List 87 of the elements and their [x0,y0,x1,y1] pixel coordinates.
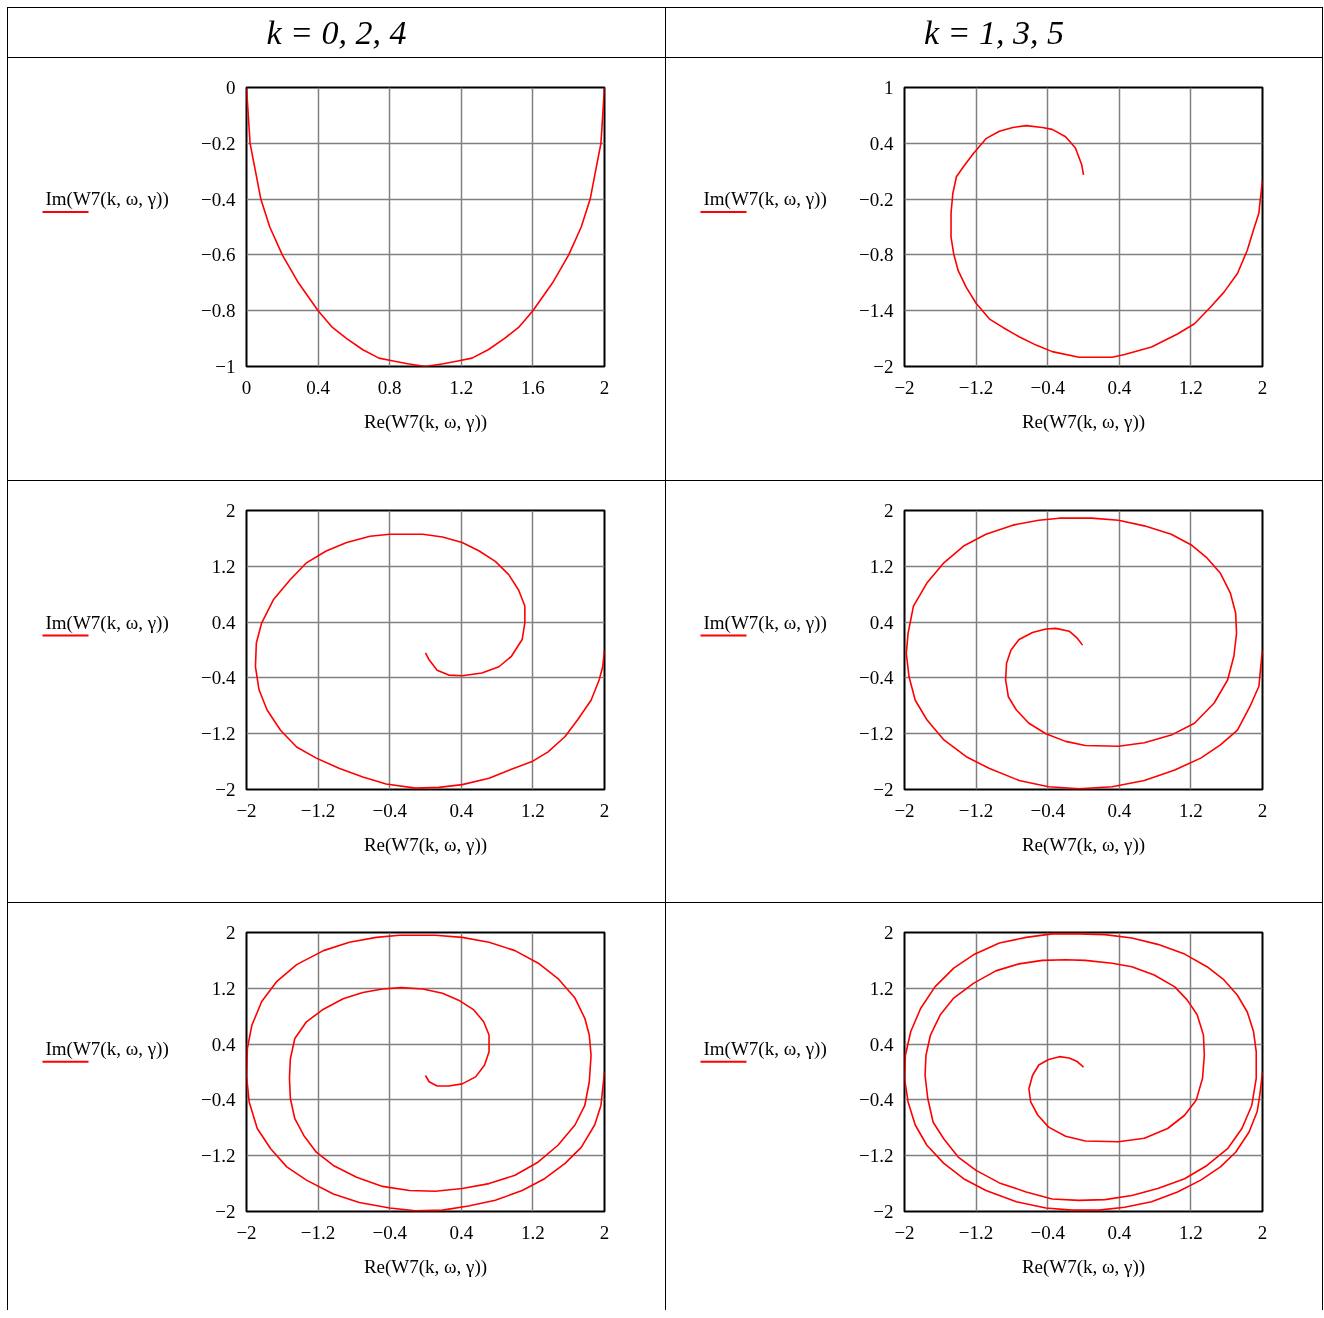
x-tick-label: 0.4 [449,1221,474,1243]
x-tick-label: 0 [241,376,252,398]
x-tick-label: 0.4 [306,376,331,398]
y-tick-label: −1.2 [201,723,236,745]
y-tick-label: 1 [884,77,894,98]
x-tick-label: 0.8 [377,376,402,398]
x-axis-title: Re(W7(k, ω, γ)) [363,410,488,433]
y-tick-label: −0.2 [201,132,236,154]
y-tick-label: −1.4 [859,300,894,322]
y-tick-label: −1.2 [201,1145,236,1167]
y-tick-label: −2 [873,356,894,377]
y-tick-label: 2 [884,922,894,943]
y-tick-label: −0.4 [201,1089,236,1111]
chart-title: k = 0, 2, 4 [266,13,407,53]
y-tick-label: −0.6 [201,244,236,266]
y-tick-label: −2 [873,1201,894,1222]
text: Im(W7(k, ω, γ)) [703,1037,827,1060]
y-tick-label: 0 [226,77,236,98]
x-tick-label: 2 [599,1221,610,1243]
x-tick-label: −1.2 [958,1221,994,1243]
text: Im(W7(k, ω, γ)) [45,1037,169,1060]
y-tick-label: −0.4 [201,667,236,689]
y-tick-label: −1 [215,356,236,377]
x-tick-label: 2 [1257,799,1268,821]
x-tick-label: 2 [1257,1221,1268,1243]
y-tick-label: 2 [226,922,236,943]
x-tick-label: 1.2 [1179,799,1203,821]
line-series [246,87,605,367]
x-tick-label: −1.2 [958,799,994,821]
x-tick-label: −0.4 [372,1221,408,1243]
y-tick-label: 0.4 [869,611,894,633]
line-series [254,533,605,789]
y-tick-label: 1.2 [869,555,894,577]
y-tick-label: 1.2 [211,977,236,999]
x-tick-label: −1.2 [300,799,336,821]
line-series [950,124,1263,358]
x-tick-label: 2 [599,376,610,398]
y-tick-label: 1.2 [869,977,894,999]
x-tick-label: 1.2 [1179,376,1203,398]
y-tick-label: −0.4 [201,188,236,210]
y-tick-label: 0.4 [211,1033,236,1055]
y-tick-label: −0.8 [859,244,894,266]
x-tick-label: 1.2 [521,1221,545,1243]
y-tick-label: 0.4 [869,132,894,154]
x-tick-label: −0.4 [1030,1221,1066,1243]
x-axis-title: Re(W7(k, ω, γ)) [1021,1255,1146,1278]
y-tick-label: 1.2 [211,555,236,577]
line-series [904,933,1263,1211]
x-tick-label: −0.4 [1030,799,1066,821]
x-tick-label: −1.2 [958,376,994,398]
y-tick-label: 2 [226,500,236,521]
y-tick-label: −1.2 [859,723,894,745]
line-series [905,517,1263,790]
x-axis-title: Re(W7(k, ω, γ)) [1021,410,1146,433]
chart-title: k = 1, 3, 5 [923,13,1065,53]
x-tick-label: 2 [599,799,610,821]
x-tick-label: 1.6 [521,376,545,398]
x-tick-label: 1.2 [521,799,545,821]
x-tick-label: 1.2 [1179,1221,1203,1243]
text: Im(W7(k, ω, γ)) [45,611,169,634]
x-tick-label: 0.4 [1107,1221,1132,1243]
x-tick-label: 0.4 [1107,799,1132,821]
x-tick-label: −0.4 [1030,376,1066,398]
y-tick-label: 2 [884,500,894,521]
x-tick-label: −1.2 [300,1221,336,1243]
y-tick-label: −2 [215,1201,236,1222]
text: Im(W7(k, ω, γ)) [703,611,827,634]
y-tick-label: −1.2 [859,1145,894,1167]
text: Im(W7(k, ω, γ)) [703,188,827,211]
y-tick-label: −0.8 [201,300,236,322]
y-tick-label: −2 [215,779,236,800]
x-tick-label: 1.2 [449,376,474,398]
x-axis-title: Re(W7(k, ω, γ)) [1021,833,1146,856]
x-tick-label: 2 [1257,376,1268,398]
x-tick-label: 0.4 [1107,376,1132,398]
line-series [246,934,605,1212]
x-tick-label: −0.4 [372,799,408,821]
y-tick-label: −2 [873,779,894,800]
x-axis-title: Re(W7(k, ω, γ)) [363,833,488,856]
y-tick-label: 0.4 [869,1033,894,1055]
x-axis-title: Re(W7(k, ω, γ)) [363,1255,488,1278]
x-tick-label: 0.4 [449,799,474,821]
y-tick-label: −0.2 [859,188,894,210]
text: Im(W7(k, ω, γ)) [45,188,169,211]
y-tick-label: −0.4 [859,667,894,689]
y-tick-label: 0.4 [211,611,236,633]
y-tick-label: −0.4 [859,1089,894,1111]
